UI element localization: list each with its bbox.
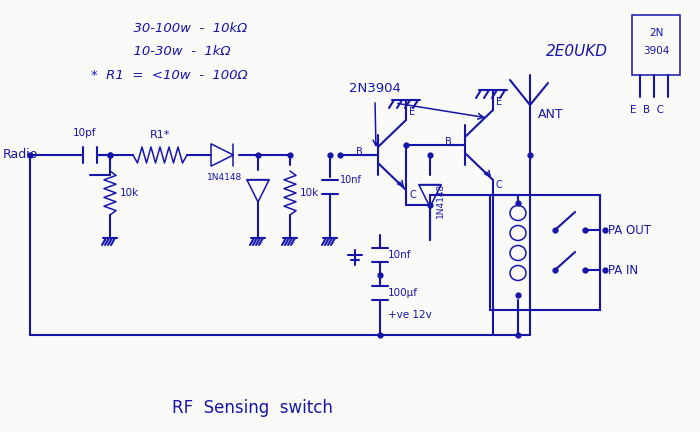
Text: E  B  C: E B C: [630, 105, 664, 115]
Text: E: E: [409, 107, 415, 117]
Text: 2E0UKD: 2E0UKD: [546, 44, 608, 59]
Text: 10k: 10k: [120, 188, 139, 198]
Text: 1N4148: 1N4148: [436, 182, 445, 218]
Text: +ve 12v: +ve 12v: [388, 310, 432, 320]
Text: 10k: 10k: [300, 188, 319, 198]
Text: R1*: R1*: [150, 130, 170, 140]
Text: ANT: ANT: [538, 108, 564, 121]
Text: 1N4148: 1N4148: [207, 172, 243, 181]
Text: 10nf: 10nf: [340, 175, 362, 185]
Text: Radio: Radio: [3, 149, 38, 162]
Text: B: B: [445, 137, 452, 147]
Text: PA IN: PA IN: [608, 264, 638, 276]
Text: 10-30w  -  1kΩ: 10-30w - 1kΩ: [91, 45, 230, 58]
Bar: [490, 195, 600, 310]
Text: E: E: [496, 97, 502, 107]
Text: 10pf: 10pf: [74, 128, 97, 138]
Text: 2N: 2N: [649, 28, 663, 38]
Text: B: B: [356, 147, 363, 157]
Text: 10nf: 10nf: [388, 250, 412, 260]
Text: PA OUT: PA OUT: [608, 223, 651, 236]
Text: 100μf: 100μf: [388, 288, 418, 298]
Text: C: C: [409, 190, 416, 200]
Text: *  R1  =  <10w  -  100Ω: * R1 = <10w - 100Ω: [91, 69, 248, 82]
Text: 3904: 3904: [643, 46, 669, 56]
Bar: [632, 15, 680, 75]
Text: 2N3904: 2N3904: [349, 82, 401, 95]
Text: RF  Sensing  switch: RF Sensing switch: [172, 399, 332, 417]
Text: 30-100w  -  10kΩ: 30-100w - 10kΩ: [91, 22, 247, 35]
Text: C: C: [496, 180, 503, 190]
